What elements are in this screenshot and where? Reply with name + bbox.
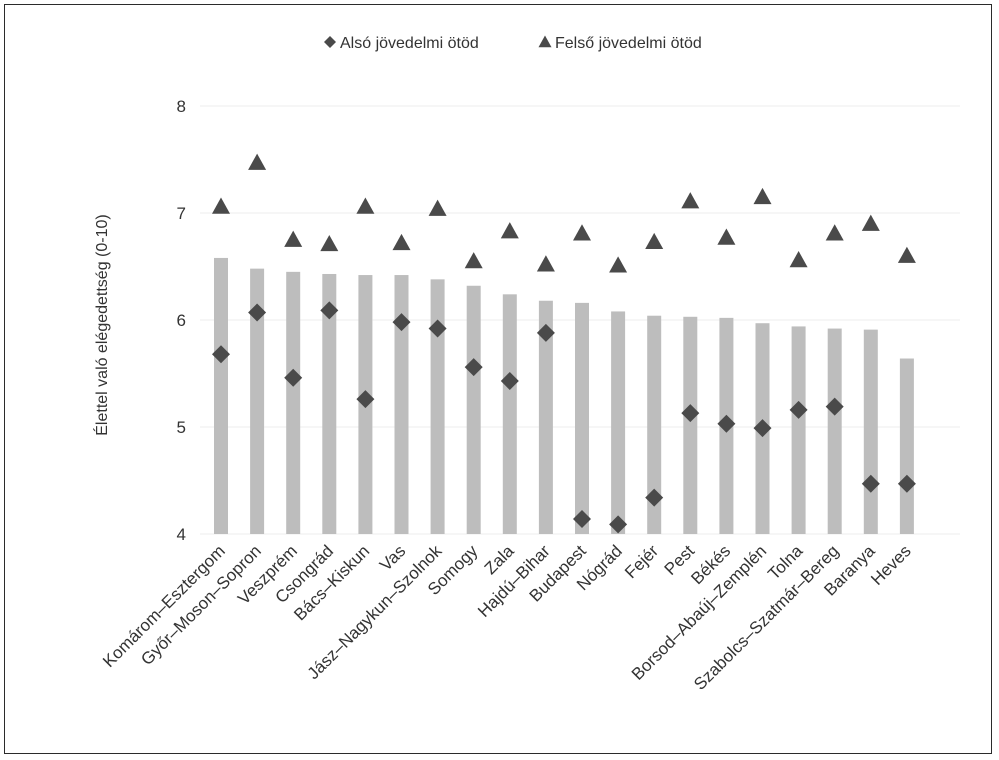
bar <box>430 279 445 534</box>
marker-felső <box>573 224 591 241</box>
marker-alsó <box>428 319 447 338</box>
x-category-label: Fejér <box>621 541 662 582</box>
bar <box>791 326 806 534</box>
y-axis-ticks: 4 5 6 7 8 <box>177 97 186 544</box>
marker-alsó <box>753 419 772 438</box>
x-category-label: Heves <box>867 541 915 589</box>
marker-alsó <box>573 510 591 529</box>
marker-alsó <box>789 400 808 419</box>
bar <box>502 294 517 534</box>
marker-alsó <box>897 474 916 493</box>
x-axis-categories: Komárom–EsztergomGyőr–Moson–SopronVeszpr… <box>99 541 915 694</box>
marker-felső <box>284 230 303 247</box>
marker-alsó <box>284 368 303 387</box>
marker-alsó <box>825 397 844 416</box>
legend-triangle-marker <box>538 35 552 48</box>
marker-felső <box>392 233 411 251</box>
y-tick-label: 6 <box>177 311 186 330</box>
marker-felső <box>681 192 700 209</box>
marker-alsó <box>645 488 664 507</box>
marker-felső <box>609 256 628 273</box>
marker-felső <box>897 246 916 263</box>
marker-felső <box>320 234 339 252</box>
markers <box>212 153 916 534</box>
y-tick-label: 7 <box>177 204 186 223</box>
bar <box>394 275 409 534</box>
y-tick-label: 4 <box>177 525 186 544</box>
marker-felső <box>789 251 808 268</box>
marker-alsó <box>500 371 519 390</box>
marker-felső <box>212 197 230 214</box>
marker-alsó <box>356 390 375 409</box>
marker-felső <box>825 224 844 241</box>
bar <box>286 271 301 534</box>
legend-diamond-marker <box>324 36 336 48</box>
marker-alsó <box>536 323 555 342</box>
marker-felső <box>753 187 772 205</box>
marker-felső <box>464 252 483 269</box>
bar <box>899 358 914 534</box>
legend-label-alsó: Alsó jövedelmi ötöd <box>340 35 479 52</box>
bar <box>575 302 589 534</box>
y-axis-label: Élettel való elégedettség (0-10) <box>92 214 111 435</box>
bar <box>250 268 265 534</box>
bar <box>538 300 553 534</box>
marker-alsó <box>464 358 483 377</box>
bar <box>611 311 626 534</box>
marker-alsó <box>392 313 411 332</box>
bar <box>322 273 337 534</box>
bar <box>863 329 878 534</box>
bar <box>214 257 228 534</box>
bar <box>683 316 698 534</box>
bars <box>214 257 914 534</box>
marker-felső <box>356 197 375 214</box>
marker-felső <box>500 222 519 239</box>
marker-alsó <box>248 303 267 322</box>
y-tick-label: 8 <box>177 97 186 116</box>
marker-felső <box>645 232 664 250</box>
legend-label-felső: Felső jövedelmi ötöd <box>555 35 702 52</box>
bar <box>827 328 842 534</box>
marker-alsó <box>212 345 230 364</box>
marker-alsó <box>681 404 700 423</box>
bar <box>466 285 481 534</box>
marker-felső <box>428 199 447 216</box>
marker-alsó <box>861 474 880 493</box>
marker-alsó <box>320 301 339 320</box>
marker-felső <box>248 153 267 170</box>
marker-alsó <box>717 414 736 433</box>
y-tick-label: 5 <box>177 418 186 437</box>
marker-alsó <box>609 515 628 534</box>
chart-frame <box>4 4 992 754</box>
legend: Alsó jövedelmi ötöd Felső jövedelmi ötöd <box>324 35 702 52</box>
marker-felső <box>861 214 880 231</box>
marker-felső <box>536 255 555 272</box>
bar <box>647 315 662 534</box>
marker-felső <box>717 228 736 245</box>
